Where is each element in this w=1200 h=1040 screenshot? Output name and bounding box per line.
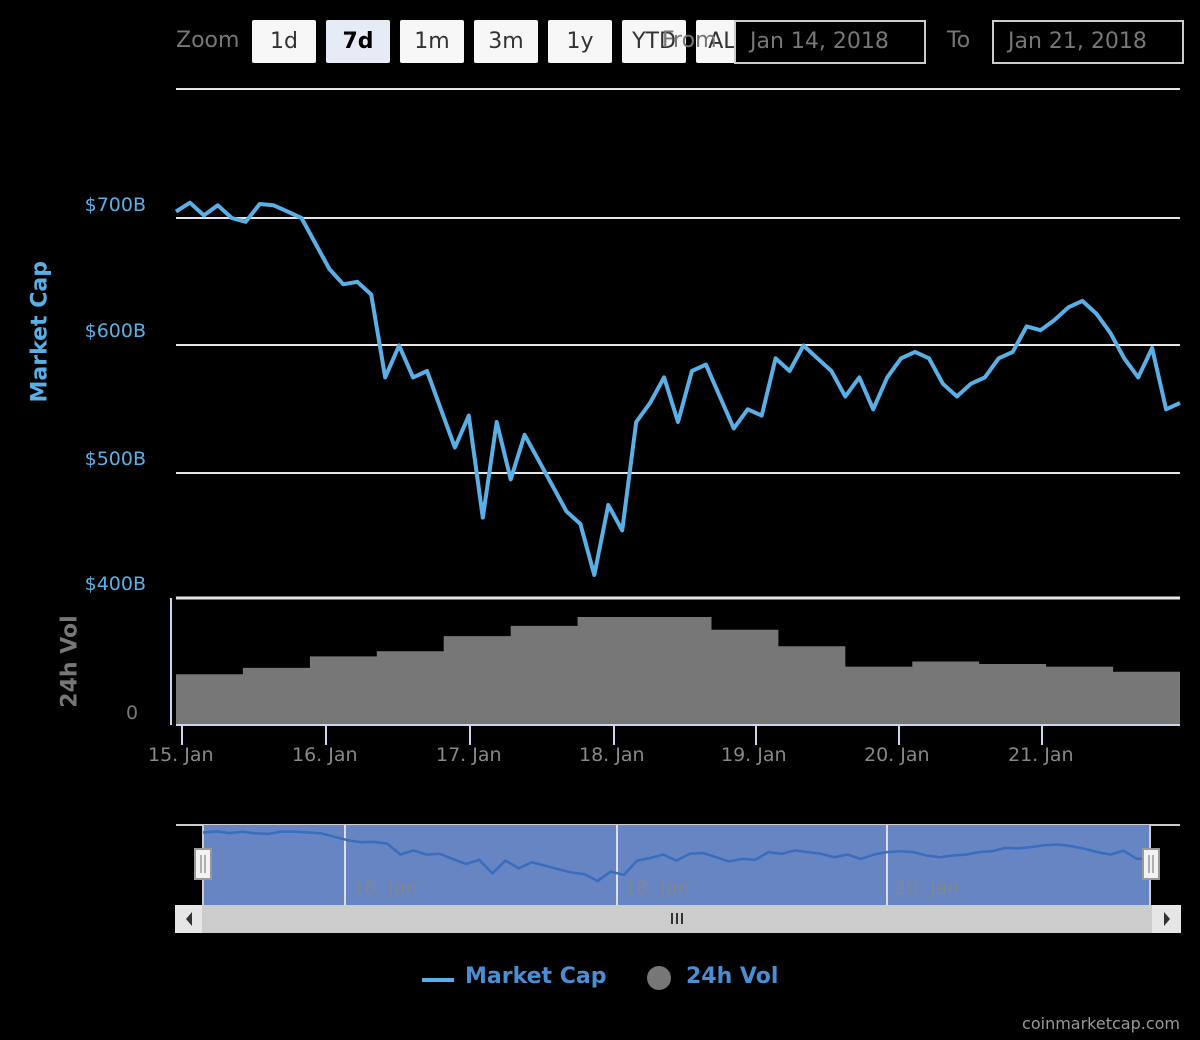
legend-circle-icon: [647, 966, 671, 990]
market-cap-line[interactable]: [174, 200, 1181, 577]
gridlines: [176, 88, 1180, 600]
x-tick-19-jan: 19. Jan: [721, 744, 787, 766]
navigator[interactable]: [176, 824, 1180, 905]
y-tick-700: $700B: [84, 194, 146, 216]
arrow-right-icon: [1164, 912, 1170, 926]
y-tick-600: $600B: [84, 320, 146, 342]
volume-area: [176, 617, 1180, 725]
scrollbar-grip-icon: [671, 913, 683, 924]
x-tick-18-jan: 18. Jan: [579, 744, 645, 766]
navigator-label-18-jan: 18. Jan: [624, 877, 690, 899]
y-tick-400: $400B: [84, 573, 146, 595]
navigator-left-handle[interactable]: [194, 848, 212, 880]
zoom-1m-button[interactable]: 1m: [400, 20, 464, 63]
scroll-right-button[interactable]: [1152, 905, 1181, 933]
legend-market-cap[interactable]: Market Cap: [465, 964, 607, 989]
to-label: To: [947, 28, 971, 53]
x-tick-17-jan: 17. Jan: [436, 744, 502, 766]
y-tick-500: $500B: [84, 448, 146, 470]
navigator-right-handle[interactable]: [1142, 848, 1160, 880]
from-label: From: [662, 28, 717, 53]
legend-24h-vol[interactable]: 24h Vol: [686, 964, 779, 989]
from-date-input[interactable]: Jan 14, 2018: [734, 20, 926, 64]
zoom-7d-button[interactable]: 7d: [326, 20, 390, 63]
navigator-selection[interactable]: [203, 825, 1150, 905]
x-tick-15-jan: 15. Jan: [148, 744, 214, 766]
x-tick-16-jan: 16. Jan: [292, 744, 358, 766]
zoom-1d-button[interactable]: 1d: [252, 20, 316, 63]
credits-link[interactable]: coinmarketcap.com: [1022, 1014, 1180, 1033]
x-axis-ticks: [181, 725, 1043, 745]
volume-tick-0: 0: [126, 702, 139, 724]
zoom-3m-button[interactable]: 3m: [474, 20, 538, 63]
x-tick-21-jan: 21. Jan: [1008, 744, 1074, 766]
zoom-ytd-button[interactable]: YTD: [622, 20, 686, 63]
zoom-label: Zoom: [176, 28, 240, 53]
navigator-label-20-jan: 20. Jan: [894, 877, 960, 899]
to-date-input[interactable]: Jan 21, 2018: [992, 20, 1184, 64]
arrow-left-icon: [186, 912, 192, 926]
scrollbar[interactable]: [175, 905, 1181, 933]
x-tick-20-jan: 20. Jan: [864, 744, 930, 766]
scroll-left-button[interactable]: [175, 905, 202, 933]
navigator-label-16-jan: 16. Jan: [352, 877, 418, 899]
zoom-1y-button[interactable]: 1y: [548, 20, 612, 63]
navigator-series-line: [202, 830, 1151, 883]
